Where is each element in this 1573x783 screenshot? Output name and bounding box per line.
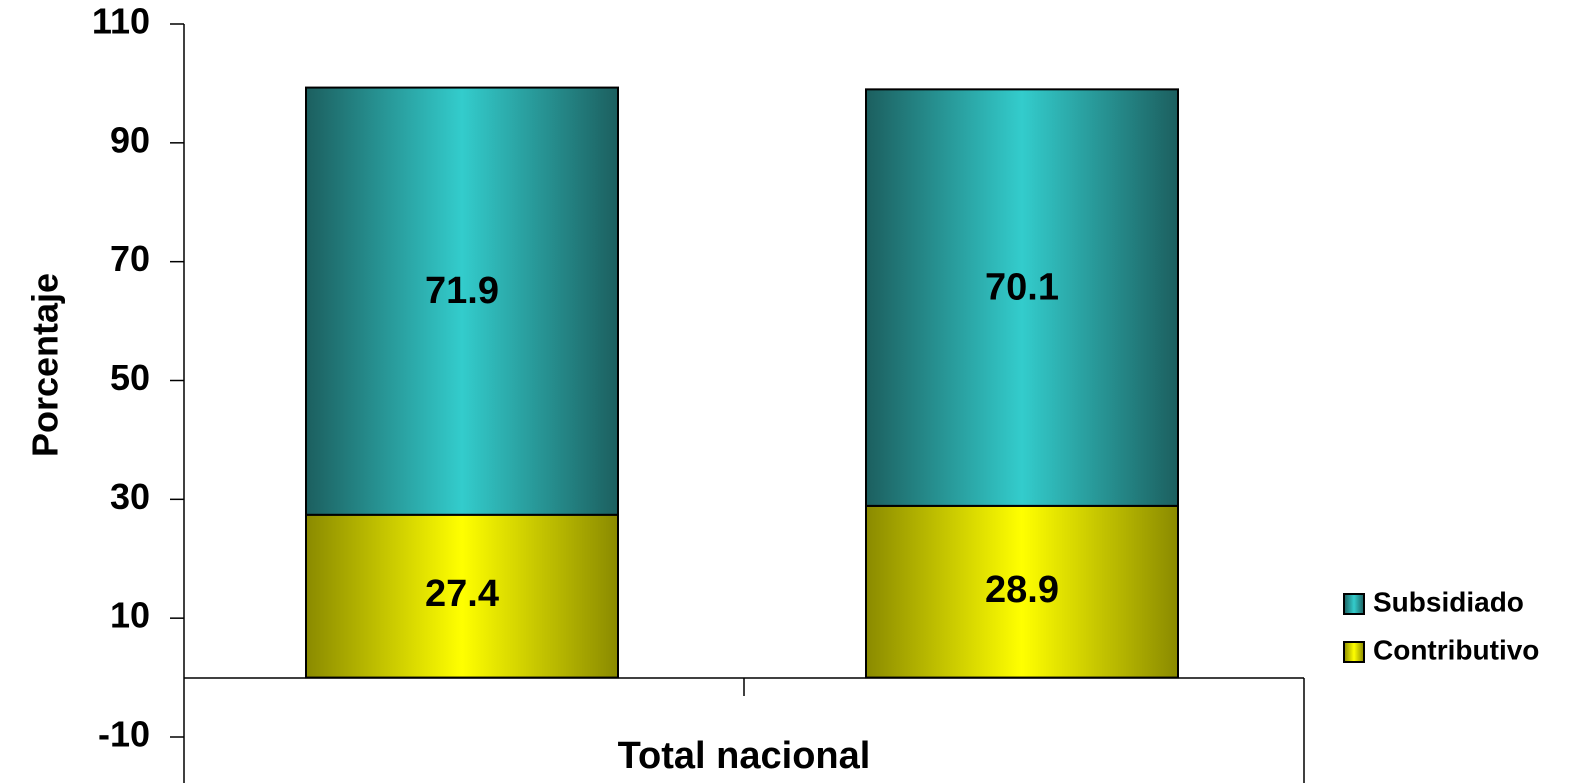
category-axis: Total nacional xyxy=(184,677,1305,783)
legend-swatch-subsidiado xyxy=(1343,593,1365,615)
legend: Subsidiado Contributivo xyxy=(1343,586,1539,665)
data-label-subsidiado: 70.1 xyxy=(985,267,1059,309)
y-axis-ticks: -10 10 30 50 70 90 110 xyxy=(92,1,184,755)
y-tick-label: 50 xyxy=(110,357,150,398)
y-tick-label: 90 xyxy=(110,119,150,160)
bars: 27.4 71.9 28.9 70.1 xyxy=(305,86,1179,679)
legend-label-subsidiado: Subsidiado xyxy=(1373,586,1524,617)
data-label-contributivo: 27.4 xyxy=(425,573,499,615)
data-label-contributivo: 28.9 xyxy=(985,569,1059,611)
bar-subsidiado xyxy=(865,88,1179,507)
bar-contributivo xyxy=(305,513,619,679)
legend-swatch-contributivo xyxy=(1343,641,1365,663)
data-label-subsidiado: 71.9 xyxy=(425,270,499,312)
category-title: Total nacional xyxy=(618,735,871,777)
legend-label-contributivo: Contributivo xyxy=(1373,634,1539,665)
y-tick-label: 10 xyxy=(110,595,150,636)
bar-contributivo xyxy=(865,504,1179,679)
y-axis-title: Porcentaje xyxy=(25,273,66,457)
y-tick-label: 30 xyxy=(110,476,150,517)
y-tick-label: 110 xyxy=(92,1,150,42)
bar-subsidiado xyxy=(305,86,619,516)
y-tick-label: -10 xyxy=(98,714,150,755)
y-tick-label: 70 xyxy=(110,238,150,279)
